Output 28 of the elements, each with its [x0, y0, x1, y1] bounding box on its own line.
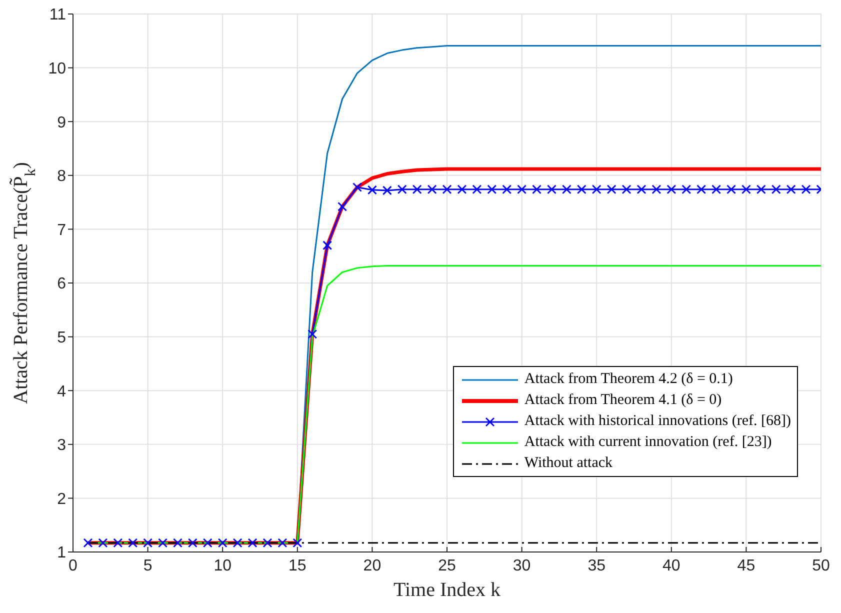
- x-tick-label: 10: [214, 557, 232, 574]
- x-tick-label: 35: [588, 557, 606, 574]
- x-tick-label: 30: [512, 557, 531, 574]
- legend-label: Without attack: [524, 454, 613, 473]
- x-tick-label: 45: [737, 557, 756, 574]
- y-tick-label: 2: [57, 490, 66, 508]
- legend-label: Attack from Theorem 4.1 (δ = 0): [524, 391, 722, 410]
- x-tick-label: 40: [662, 557, 680, 574]
- x-tick-label: 15: [288, 557, 306, 574]
- x-tick-label: 50: [812, 557, 830, 574]
- y-tick-label: 7: [57, 222, 66, 239]
- y-tick-label: 10: [48, 60, 66, 78]
- y-tick-label: 6: [57, 276, 66, 293]
- y-tick-label: 3: [57, 437, 66, 454]
- y-tick-label: 4: [57, 383, 66, 400]
- x-axis-title: Time Index k: [393, 579, 501, 601]
- x-tick-label: 25: [438, 557, 456, 574]
- legend-label: Attack from Theorem 4.2 (δ = 0.1): [524, 370, 733, 389]
- y-tick-label: 8: [57, 168, 66, 186]
- y-tick-label: 9: [57, 114, 66, 132]
- y-tick-label: 5: [57, 329, 66, 346]
- y-tick-label: 1: [57, 544, 66, 562]
- y-tick-label: 11: [49, 6, 66, 24]
- x-tick-label: 20: [363, 557, 382, 574]
- x-tick-label: 0: [68, 557, 78, 574]
- legend-label: Attack with historical innovations (ref. [68]): [524, 412, 791, 431]
- x-tick-label: 5: [143, 557, 152, 574]
- legend-label: Attack with current innovation (ref. [23]): [524, 433, 772, 452]
